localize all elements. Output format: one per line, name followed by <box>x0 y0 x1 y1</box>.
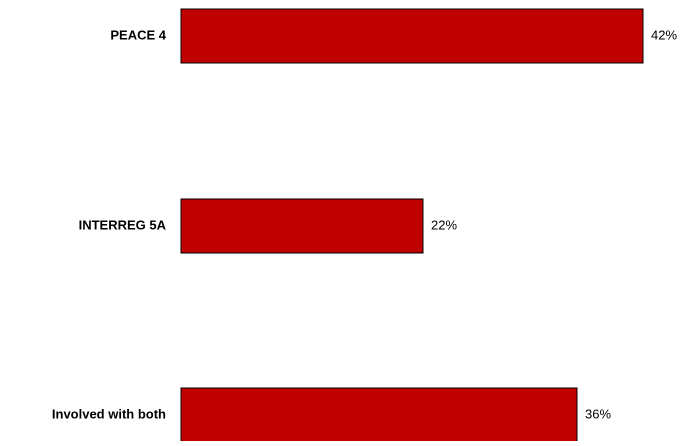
bar-1 <box>180 198 424 254</box>
value-label-1: 22% <box>431 217 457 232</box>
value-label-2: 36% <box>585 406 611 421</box>
category-label-0: PEACE 4 <box>110 27 166 42</box>
value-label-0: 42% <box>651 27 677 42</box>
labels-layer: PEACE 4 42% INTERREG 5A 22% Involved with bo… <box>52 27 678 421</box>
category-label-1: INTERREG 5A <box>79 217 167 232</box>
bar-0 <box>180 8 644 64</box>
bar-2 <box>180 387 578 443</box>
category-label-2: Involved with both <box>52 406 166 421</box>
bars-layer <box>180 8 644 443</box>
